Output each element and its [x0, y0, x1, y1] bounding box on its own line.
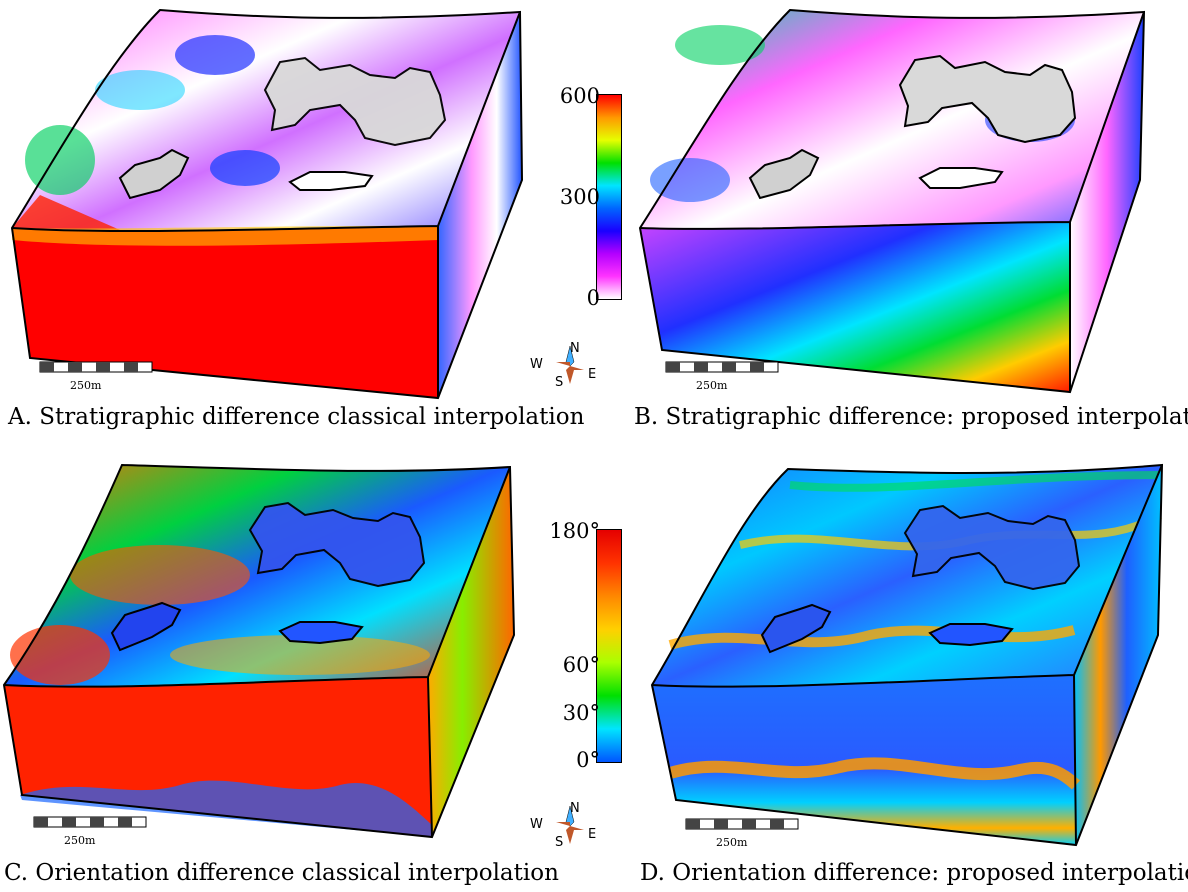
compass-s: S: [555, 375, 563, 390]
tick-label: 180°: [549, 519, 600, 543]
block-diagram-c: 250m: [2, 463, 516, 847]
compass-w: W: [530, 357, 543, 372]
tick-label: 0°: [576, 748, 600, 772]
right-face: [438, 12, 522, 398]
colorbar-gradient: [596, 94, 622, 300]
compass-n: N: [570, 801, 580, 816]
panel-d: 250m D. Orientation difference: proposed…: [640, 455, 1188, 892]
scale-label: 250m: [70, 379, 102, 392]
caption-d: D. Orientation difference: proposed inte…: [640, 860, 1188, 886]
right-face: [428, 467, 514, 837]
right-face: [1074, 465, 1162, 845]
scale-bar: 250m: [39, 361, 153, 392]
panel-a: 250m A. Stratigraphic difference classic…: [0, 0, 584, 429]
panel-b: 250m B. Stratigraphic difference: propos…: [630, 0, 1188, 429]
tick-label: 0: [586, 286, 600, 310]
caption-b: B. Stratigraphic difference: proposed in…: [634, 404, 1188, 430]
colorbar-orientation: 180° 60° 30° 0°: [540, 515, 630, 775]
compass-s: S: [555, 835, 563, 850]
scale-bar: 250m: [665, 361, 779, 392]
panel-c: 250m C. Orientation difference classical…: [0, 455, 560, 892]
tick-label: 60°: [562, 653, 600, 677]
scale-label: 250m: [696, 379, 728, 392]
front-face: [640, 222, 1070, 392]
right-face: [1070, 12, 1144, 392]
caption-a: A. Stratigraphic difference classical in…: [8, 404, 585, 430]
block-diagram-a: 250m: [10, 8, 524, 400]
scale-label: 250m: [64, 834, 96, 847]
colorbar-gradient: [596, 529, 622, 763]
tick-label: 30°: [562, 701, 600, 725]
compass-w: W: [530, 817, 543, 832]
block-diagram-d: 250m: [650, 463, 1164, 849]
scale-label: 250m: [716, 836, 748, 849]
front-face: [12, 226, 438, 398]
compass-rose-top: N S E W: [530, 341, 596, 390]
compass-rose-bottom: N S E W: [530, 801, 596, 850]
colorbar-stratigraphic: 600 300 0: [540, 80, 630, 310]
tick-label: 600: [559, 84, 600, 108]
tick-label: 300: [559, 185, 600, 209]
scale-bar: 250m: [33, 816, 147, 847]
block-diagram-b: 250m: [638, 8, 1146, 394]
compass-e: E: [588, 367, 596, 382]
caption-c: C. Orientation difference classical inte…: [4, 860, 559, 886]
scale-bar: 250m: [685, 818, 799, 849]
compass-e: E: [588, 827, 596, 842]
compass-n: N: [570, 341, 580, 356]
